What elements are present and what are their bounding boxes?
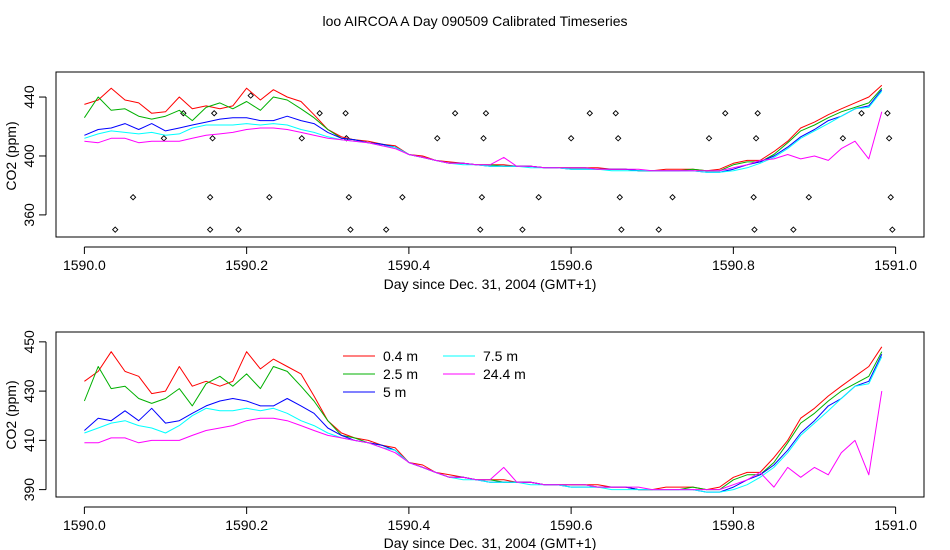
calibration-point bbox=[111, 226, 119, 233]
bottom-x-axis: 1590.0 1590.2 1590.4 1590.6 1590.8 1591.0 bbox=[63, 506, 917, 533]
bottom-y-tick-label: 450 bbox=[21, 330, 37, 354]
top-x-tick-label: 1590.6 bbox=[550, 257, 593, 273]
calibration-point bbox=[451, 110, 459, 117]
figure-title: loo AIRCOA A Day 090509 Calibrated Times… bbox=[322, 13, 627, 29]
calibration-point bbox=[247, 92, 254, 99]
calibration-point bbox=[209, 135, 216, 142]
calibration-point bbox=[206, 193, 214, 201]
calibration-point bbox=[298, 135, 306, 142]
bottom-plot-frame bbox=[55, 331, 925, 498]
calibration-point bbox=[839, 135, 847, 142]
legend-label-24-4-m: 24.4 m bbox=[483, 366, 526, 382]
calibration-point bbox=[790, 226, 797, 233]
calibration-point bbox=[399, 193, 406, 201]
top-y-tick-label: 360 bbox=[21, 203, 37, 227]
top-x-tick-label: 1590.0 bbox=[63, 257, 106, 273]
top-x-tick-label: 1590.4 bbox=[387, 257, 430, 273]
calibration-point bbox=[382, 226, 390, 233]
calibration-point bbox=[614, 135, 622, 142]
bottom-y-axis: 390 410 430 450 bbox=[21, 330, 47, 502]
top-series-line-0 bbox=[84, 84, 883, 172]
legend-label-2-5-m: 2.5 m bbox=[383, 366, 418, 382]
calibration-point bbox=[482, 110, 490, 117]
calibration-point bbox=[535, 193, 542, 201]
top-y-axis: 360 400 440 bbox=[21, 85, 47, 227]
top-series-line-1 bbox=[83, 87, 883, 172]
bottom-panel: 1590.0 1590.2 1590.4 1590.6 1590.8 1591.0 390… bbox=[3, 330, 925, 550]
legend-label-5-m: 5 m bbox=[383, 384, 406, 400]
calibration-point bbox=[885, 135, 893, 142]
calibration-point bbox=[887, 193, 894, 201]
calibration-point bbox=[129, 193, 137, 201]
legend: 0.4 m 2.5 m 5 m 7.5 m 24.4 m bbox=[343, 348, 526, 400]
bottom-y-axis-label: CO2 (ppm) bbox=[3, 380, 19, 449]
calibration-point bbox=[478, 193, 486, 201]
calibration-point bbox=[752, 135, 760, 142]
legend-label-0-4-m: 0.4 m bbox=[383, 348, 418, 364]
calibration-point bbox=[480, 135, 487, 142]
top-x-tick-label: 1590.8 bbox=[712, 257, 755, 273]
legend-label-7-5-m: 7.5 m bbox=[483, 348, 518, 364]
bottom-x-tick-label: 1590.2 bbox=[225, 517, 268, 533]
bottom-series-lines bbox=[83, 346, 883, 493]
calibration-point bbox=[618, 226, 625, 233]
top-x-axis-label: Day since Dec. 31, 2004 (GMT+1) bbox=[384, 276, 597, 292]
calibration-point bbox=[889, 226, 896, 233]
bottom-x-tick-label: 1590.6 bbox=[550, 517, 593, 533]
calibration-point bbox=[722, 110, 729, 117]
bottom-y-tick-label: 430 bbox=[21, 379, 37, 403]
calibration-point bbox=[210, 110, 218, 117]
bottom-x-tick-label: 1590.4 bbox=[387, 517, 430, 533]
calibration-point bbox=[884, 110, 891, 117]
top-x-tick-label: 1591.0 bbox=[874, 257, 917, 273]
calibration-point bbox=[750, 193, 757, 201]
calibration-point bbox=[477, 226, 484, 233]
top-calibration-points bbox=[111, 92, 896, 233]
top-plot-frame bbox=[55, 71, 925, 238]
calibration-point bbox=[235, 226, 242, 233]
top-y-tick-label: 440 bbox=[21, 85, 37, 109]
bottom-x-axis-label: Day since Dec. 31, 2004 (GMT+1) bbox=[384, 535, 597, 550]
top-y-axis-label: CO2 (ppm) bbox=[3, 121, 19, 190]
top-series-lines bbox=[83, 84, 883, 173]
calibration-point bbox=[347, 226, 354, 233]
calibration-point bbox=[805, 193, 813, 201]
calibration-point bbox=[751, 226, 758, 233]
calibration-point bbox=[612, 110, 619, 117]
calibration-point bbox=[858, 110, 865, 117]
bottom-x-tick-label: 1590.0 bbox=[63, 517, 106, 533]
calibration-point bbox=[586, 110, 594, 117]
bottom-series-line-3 bbox=[84, 356, 883, 493]
calibration-point bbox=[316, 110, 323, 117]
calibration-point bbox=[345, 193, 353, 201]
calibration-point bbox=[206, 226, 214, 233]
top-series-line-4 bbox=[84, 111, 883, 172]
calibration-point bbox=[342, 110, 349, 117]
calibration-point bbox=[519, 226, 526, 233]
calibration-point bbox=[616, 193, 624, 201]
calibration-point bbox=[434, 135, 441, 142]
top-x-tick-label: 1590.2 bbox=[225, 257, 268, 273]
calibration-point bbox=[160, 135, 168, 142]
bottom-x-tick-label: 1590.8 bbox=[712, 517, 755, 533]
calibration-point bbox=[266, 193, 273, 201]
top-x-axis: 1590.0 1590.2 1590.4 1590.6 1590.8 1591.0 bbox=[63, 246, 917, 273]
top-panel: 1590.0 1590.2 1590.4 1590.6 1590.8 1591.0 360… bbox=[3, 71, 925, 292]
bottom-series-line-4 bbox=[84, 391, 883, 491]
calibration-point bbox=[669, 193, 676, 201]
bottom-x-tick-label: 1591.0 bbox=[874, 517, 917, 533]
bottom-y-tick-label: 410 bbox=[21, 428, 37, 452]
top-series-line-3 bbox=[84, 90, 883, 173]
calibration-point bbox=[754, 110, 761, 117]
bottom-y-tick-label: 390 bbox=[21, 478, 37, 502]
calibration-point bbox=[567, 135, 575, 142]
top-y-tick-label: 400 bbox=[21, 144, 37, 168]
calibration-point bbox=[655, 226, 662, 233]
calibration-point bbox=[705, 135, 713, 142]
